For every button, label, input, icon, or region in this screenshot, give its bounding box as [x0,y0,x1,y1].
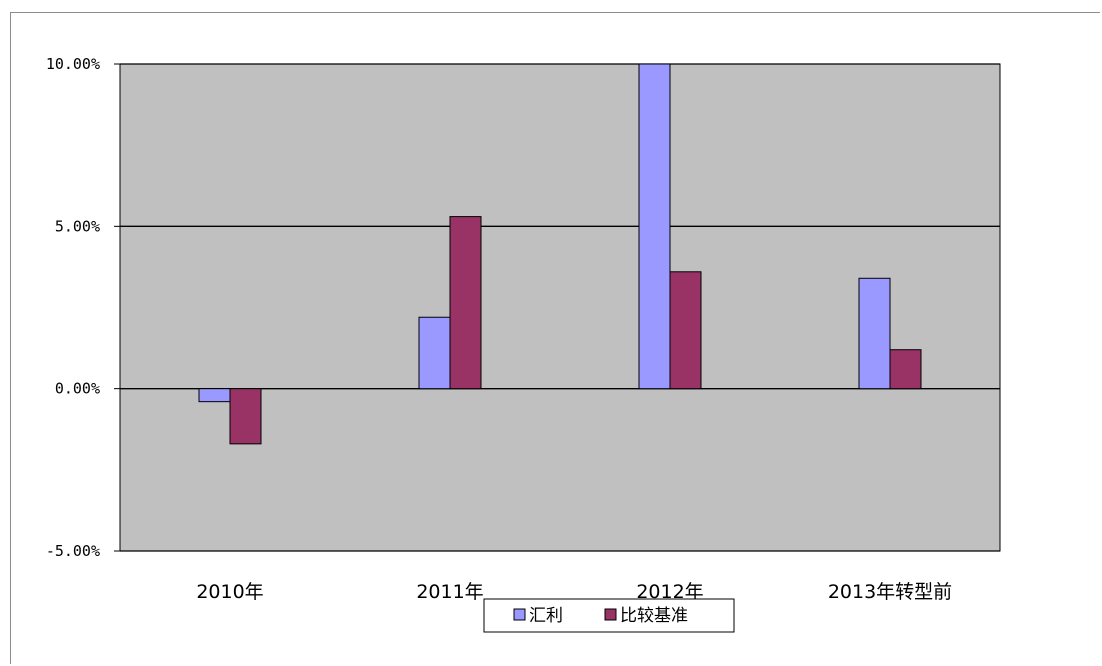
bar-series2 [889,349,922,390]
legend-swatch [513,608,526,621]
x-tick-label: 2012年 [636,581,703,603]
x-tick-label: 2010年 [196,581,263,603]
bar-series2 [229,388,262,445]
bar-series2 [449,216,482,390]
bars [198,63,922,445]
y-tick-label: 5.00% [55,217,100,235]
legend: 汇利 比较基准 [483,598,735,633]
bar-series1 [418,316,451,390]
legend-label: 比较基准 [620,606,688,626]
x-tick-label: 2011年 [416,581,483,603]
plot-area [119,63,1001,552]
bar-series2 [669,271,702,390]
y-axis-ticks: -5.00% 0.00% 5.00% 10.00% [46,55,120,560]
y-tick-label: 0.00% [55,380,100,398]
bar-series1 [638,63,671,390]
x-tick-label: 2013年转型前 [828,581,952,603]
legend-label: 汇利 [529,606,563,626]
bar-series1 [858,277,891,390]
x-axis-ticks: 2010年 2011年 2012年 2013年转型前 [196,581,952,603]
gridlines [120,63,1000,552]
y-tick-label: 10.00% [46,55,100,73]
bar-series1 [198,388,231,403]
legend-swatch [604,608,617,621]
y-tick-label: -5.00% [46,542,100,560]
